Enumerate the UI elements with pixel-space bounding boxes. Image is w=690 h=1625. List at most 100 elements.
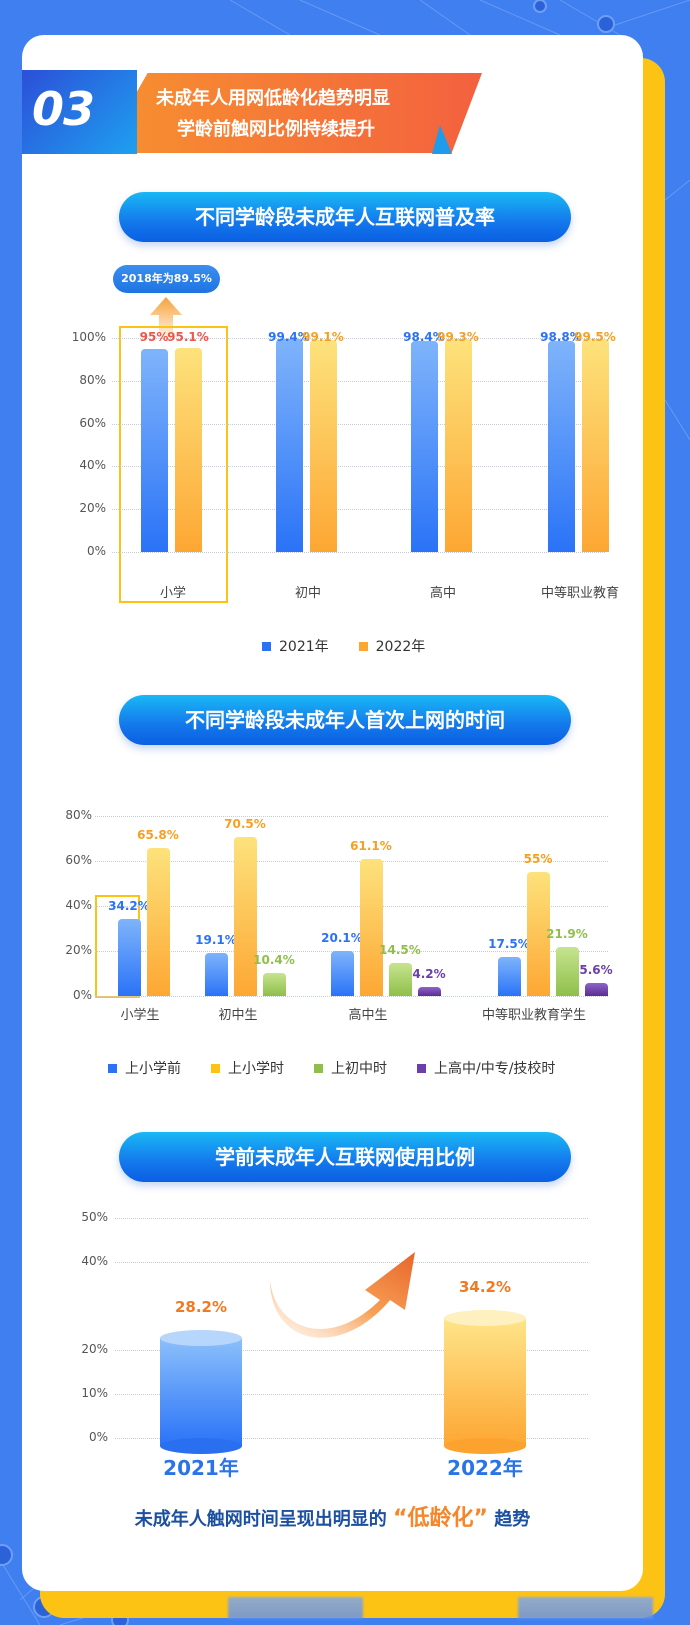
cylinder-bar-2022年 [444, 1310, 526, 1454]
caption-prefix: 未成年人触网时间呈现出明显的 [134, 1509, 387, 1530]
value-label: 61.1% [350, 838, 392, 853]
legend-swatch-orange [358, 641, 368, 651]
header-title-line1: 未成年人用网低龄化趋势明显 [156, 88, 390, 109]
header-title-line2: 学龄前触网比例持续提升 [177, 119, 375, 140]
value-label: 99.4% [268, 330, 310, 344]
gridline [115, 1394, 588, 1395]
legend-chart1: 2021年 2022年 [262, 636, 455, 656]
highlight-box-primary [119, 326, 228, 603]
y-tick-label: 20% [65, 943, 92, 957]
bar-purple [418, 986, 441, 996]
value-label: 99.1% [302, 330, 344, 344]
bar-orange [527, 872, 550, 996]
y-tick-label: 0% [88, 1430, 108, 1444]
bar-2022 [445, 339, 472, 552]
value-label: 55% [523, 852, 553, 867]
gridline [112, 338, 605, 339]
note-2018-bubble: 2018年为89.5% [113, 265, 220, 293]
legend-label: 2022年 [375, 639, 426, 655]
gridline [95, 906, 608, 907]
bar-orange [234, 837, 257, 996]
value-label: 10.4% [253, 952, 295, 967]
legend-item-2021: 2021年 [262, 636, 329, 656]
value-label: 95.1% [167, 330, 209, 344]
bar-blue [118, 919, 141, 996]
y-tick-label: 50% [81, 1210, 108, 1224]
value-label: 19.1% [195, 933, 237, 948]
y-tick-label: 40% [65, 898, 92, 912]
cylinder-bottom [444, 1438, 526, 1454]
value-label: 28.2% [174, 1298, 228, 1316]
legend-swatch-blue [108, 1063, 117, 1073]
legend-label: 上初中时 [331, 1061, 387, 1077]
caption-highlight: “低龄化” [393, 1506, 488, 1531]
category-label: 初中生 [218, 1008, 258, 1023]
value-label: 98.4% [403, 330, 445, 344]
y-tick-label: 80% [79, 372, 106, 387]
legend-swatch-yellow [211, 1063, 220, 1073]
gridline [112, 423, 605, 425]
y-tick-label: 60% [65, 853, 92, 867]
y-tick-label: 80% [65, 808, 92, 822]
bar-blue [331, 950, 354, 996]
legend-item-junior: 上初中时 [314, 1058, 387, 1078]
caption-suffix: 趋势 [494, 1509, 531, 1530]
gridline [112, 466, 605, 468]
value-label: 99.3% [437, 330, 479, 344]
bar-2021 [548, 340, 575, 552]
year-label: 2021年 [163, 1456, 239, 1480]
bar-2022 [175, 348, 202, 552]
y-tick-label: 100% [71, 330, 106, 344]
gridline [95, 996, 608, 997]
legend-label: 上小学前 [125, 1061, 181, 1077]
gridline [112, 380, 605, 382]
category-label: 初中 [294, 586, 321, 601]
category-label: 高中生 [348, 1008, 388, 1023]
bar-2022 [310, 339, 337, 552]
legend-label: 上小学时 [228, 1061, 284, 1077]
gridline [115, 1262, 588, 1263]
gridline [115, 1350, 588, 1351]
y-tick-label: 40% [81, 1254, 108, 1268]
gridline [112, 509, 605, 511]
value-label: 17.5% [488, 936, 530, 951]
bar-orange [360, 858, 383, 996]
value-label: 95% [139, 330, 169, 344]
value-label: 4.2% [412, 966, 446, 981]
bar-2021 [276, 339, 303, 552]
legend-item-senior: 上高中/中专/技校时 [417, 1058, 555, 1078]
value-label: 5.6% [579, 963, 613, 978]
category-label: 小学 [159, 586, 186, 601]
cylinder-top [444, 1310, 526, 1326]
y-tick-label: 0% [86, 544, 106, 558]
value-label: 99.5% [574, 330, 616, 344]
legend-label: 2021年 [279, 639, 329, 655]
value-label: 21.9% [546, 926, 588, 941]
value-label: 20.1% [321, 930, 363, 945]
bar-green [556, 946, 579, 996]
header-banner: 03 未成年人用网低龄化趋势明显 学龄前触网比例持续提升 [22, 70, 482, 154]
bar-purple [585, 983, 608, 996]
legend-label: 上高中/中专/技校时 [434, 1061, 556, 1077]
legend-swatch-green [314, 1063, 323, 1073]
growth-arrow-icon [270, 1252, 415, 1338]
y-tick-label: 20% [79, 501, 106, 516]
cylinder-bar-2021年 [160, 1330, 242, 1454]
legend-swatch-blue [262, 641, 271, 651]
bar-2022 [582, 339, 609, 552]
cylinder-body [444, 1318, 526, 1446]
gridline [115, 1438, 588, 1439]
category-label: 中等职业教育 [540, 586, 619, 601]
caption: 未成年人触网时间呈现出明显的 “低龄化” 趋势 [22, 1500, 643, 1532]
blurred-footer-text [518, 1597, 653, 1619]
value-label: 34.2% [108, 899, 150, 914]
value-label: 65.8% [137, 827, 179, 842]
legend-item-primary: 上小学时 [211, 1058, 284, 1078]
section-title-preschool-usage: 学前未成年人互联网使用比例 [119, 1132, 571, 1182]
gridline [95, 816, 608, 817]
header-ribbon [102, 73, 482, 153]
category-label: 高中 [429, 586, 456, 601]
y-tick-label: 60% [79, 415, 106, 430]
value-label: 34.2% [458, 1278, 512, 1296]
section-title-internet-penetration: 不同学龄段未成年人互联网普及率 [119, 192, 571, 242]
